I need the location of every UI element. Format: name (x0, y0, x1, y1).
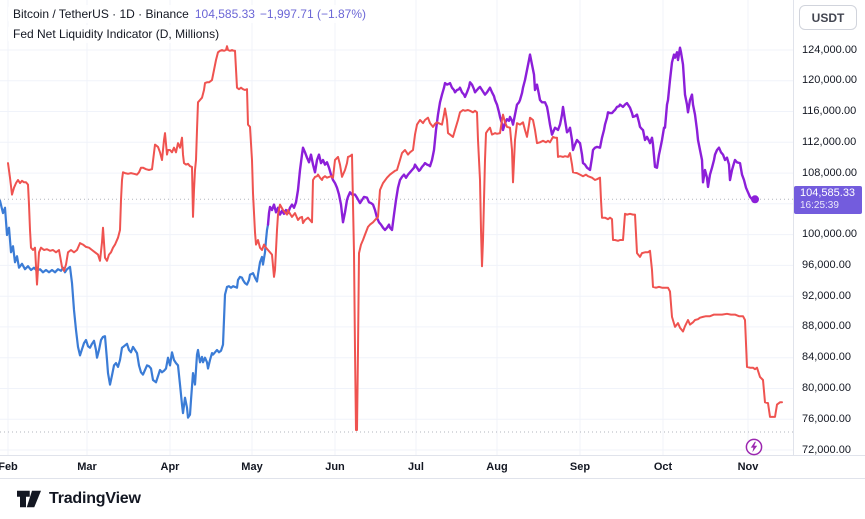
lightning-icon (745, 438, 763, 456)
price-axis-label: 120,000.00 (802, 74, 858, 87)
badge-price: 104,585.33 (800, 187, 856, 200)
time-axis-label: Mar (77, 461, 97, 473)
symbol-title: Bitcoin / TetherUS · 1D · Binance (13, 7, 189, 21)
price-axis-label: 72,000.00 (802, 443, 851, 456)
indicator-title: Fed Net Liquidity Indicator (D, Millions… (13, 27, 220, 41)
time-axis[interactable]: Feb Mar Apr May Jun Jul Aug Sep Oct Nov (0, 455, 865, 479)
price-axis-label: 84,000.00 (802, 351, 851, 364)
time-axis-label: Feb (0, 461, 18, 473)
current-price-badge: 104,585.33 16:25:39 (794, 186, 862, 215)
price-chart[interactable] (0, 0, 793, 455)
last-price-dot (751, 195, 759, 204)
price-axis-label: 116,000.00 (802, 105, 857, 118)
time-axis-label: Jul (408, 461, 424, 473)
price-axis-label: 96,000.00 (802, 258, 851, 271)
price-axis[interactable]: 124,000.00 120,000.00 116,000.00 112,000.00… (793, 0, 865, 456)
btc-price-line-early[interactable] (0, 199, 270, 419)
go-to-realtime-button[interactable] (745, 438, 763, 456)
legend-symbol-row[interactable]: Bitcoin / TetherUS · 1D · Binance 104,585… (8, 5, 371, 23)
legend-indicator-row[interactable]: Fed Net Liquidity Indicator (D, Millions… (8, 25, 225, 43)
price-axis-label: 124,000.00 (802, 43, 858, 56)
badge-countdown: 16:25:39 (800, 200, 839, 212)
btc-price-line-late[interactable] (266, 46, 757, 232)
price-axis-label: 108,000.00 (802, 166, 858, 179)
time-axis-label: Apr (160, 461, 180, 473)
time-axis-label: Jun (325, 461, 345, 473)
price-axis-label: 112,000.00 (802, 135, 857, 148)
time-axis-label: Nov (737, 461, 759, 473)
symbol-change: −1,997.71 (−1.87%) (259, 7, 366, 21)
price-axis-label: 100,000.00 (802, 228, 858, 241)
legend: Bitcoin / TetherUS · 1D · Binance 104,585… (8, 5, 371, 43)
time-axis-label: May (241, 461, 263, 473)
chart-area[interactable]: Bitcoin / TetherUS · 1D · Binance 104,585… (0, 0, 865, 479)
price-axis-label: 88,000.00 (802, 320, 851, 333)
tradingview-logo[interactable]: TradingView (16, 490, 141, 508)
time-axis-label: Aug (486, 461, 508, 473)
price-axis-label: 80,000.00 (802, 381, 851, 394)
tradingview-mark-icon (17, 490, 41, 508)
time-axis-label: Oct (653, 461, 673, 473)
price-axis-label: 76,000.00 (802, 412, 851, 425)
price-axis-label: 92,000.00 (802, 289, 851, 302)
currency-label: USDT (811, 10, 845, 25)
currency-toggle-button[interactable]: USDT (799, 5, 857, 30)
fed-net-liquidity-line[interactable] (7, 45, 783, 431)
time-axis-label: Sep (569, 461, 591, 473)
symbol-last-price: 104,585.33 (194, 7, 255, 21)
tradingview-logo-text: TradingView (49, 490, 141, 507)
footer-bar: TradingView (0, 478, 865, 519)
